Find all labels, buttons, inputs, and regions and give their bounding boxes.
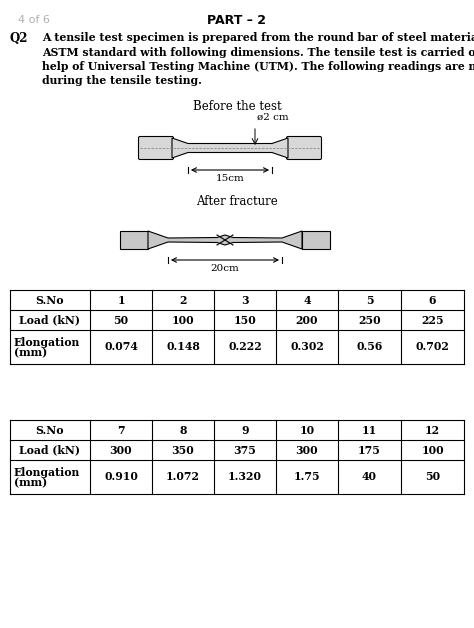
Text: during the tensile testing.: during the tensile testing. (42, 75, 202, 87)
Text: 50: 50 (425, 472, 440, 482)
Text: 0.910: 0.910 (104, 472, 138, 482)
Text: 7: 7 (117, 425, 125, 435)
Text: 0.702: 0.702 (416, 342, 449, 352)
Text: 11: 11 (362, 425, 377, 435)
Text: 50: 50 (113, 315, 128, 325)
Text: A tensile test specimen is prepared from the round bar of steel material as per: A tensile test specimen is prepared from… (42, 32, 474, 43)
Text: 0.302: 0.302 (290, 342, 324, 352)
Text: 0.148: 0.148 (166, 342, 200, 352)
Text: 250: 250 (358, 315, 381, 325)
Text: 8: 8 (179, 425, 187, 435)
Text: (mm): (mm) (14, 477, 47, 489)
Text: 10: 10 (300, 425, 315, 435)
Text: 300: 300 (109, 445, 132, 455)
Text: 1.75: 1.75 (294, 472, 320, 482)
Text: 9: 9 (241, 425, 249, 435)
Text: 0.222: 0.222 (228, 342, 262, 352)
Bar (120, 231, 148, 249)
FancyBboxPatch shape (138, 136, 173, 160)
Text: 375: 375 (234, 445, 256, 455)
Text: 100: 100 (421, 445, 444, 455)
Text: Load (kN): Load (kN) (19, 315, 81, 325)
Text: (mm): (mm) (14, 347, 47, 359)
Text: ø2 cm: ø2 cm (257, 113, 289, 122)
FancyBboxPatch shape (286, 136, 321, 160)
Text: 3: 3 (241, 295, 249, 305)
Text: 6: 6 (429, 295, 436, 305)
Text: 150: 150 (234, 315, 256, 325)
Text: ASTM standard with following dimensions. The tensile test is carried out with th: ASTM standard with following dimensions.… (42, 46, 474, 58)
Text: Elongation: Elongation (14, 467, 80, 477)
Text: 12: 12 (425, 425, 440, 435)
Text: After fracture: After fracture (196, 195, 278, 208)
Text: 1.320: 1.320 (228, 472, 262, 482)
Text: 15cm: 15cm (216, 174, 245, 183)
Text: 1: 1 (117, 295, 125, 305)
Text: 225: 225 (421, 315, 444, 325)
Text: 175: 175 (358, 445, 381, 455)
Text: 1.072: 1.072 (166, 472, 200, 482)
Text: 300: 300 (296, 445, 319, 455)
Text: 0.56: 0.56 (356, 342, 383, 352)
Text: 200: 200 (296, 315, 318, 325)
Polygon shape (172, 138, 288, 158)
Polygon shape (148, 231, 302, 249)
Text: 100: 100 (172, 315, 194, 325)
Text: help of Universal Testing Machine (UTM). The following readings are noted: help of Universal Testing Machine (UTM).… (42, 61, 474, 72)
Text: 0.074: 0.074 (104, 342, 138, 352)
Bar (302, 231, 330, 249)
Text: PART – 2: PART – 2 (208, 14, 266, 27)
Text: 2: 2 (179, 295, 187, 305)
Text: 350: 350 (172, 445, 194, 455)
Text: S.No: S.No (36, 295, 64, 305)
Text: S.No: S.No (36, 425, 64, 435)
Text: Before the test: Before the test (193, 100, 281, 113)
Text: 4 of 6: 4 of 6 (18, 15, 50, 25)
Text: Q2: Q2 (10, 32, 28, 45)
Text: 20cm: 20cm (210, 264, 239, 273)
Text: Load (kN): Load (kN) (19, 445, 81, 455)
Text: 40: 40 (362, 472, 377, 482)
Text: 5: 5 (365, 295, 374, 305)
Text: 4: 4 (303, 295, 311, 305)
Text: Elongation: Elongation (14, 337, 80, 347)
